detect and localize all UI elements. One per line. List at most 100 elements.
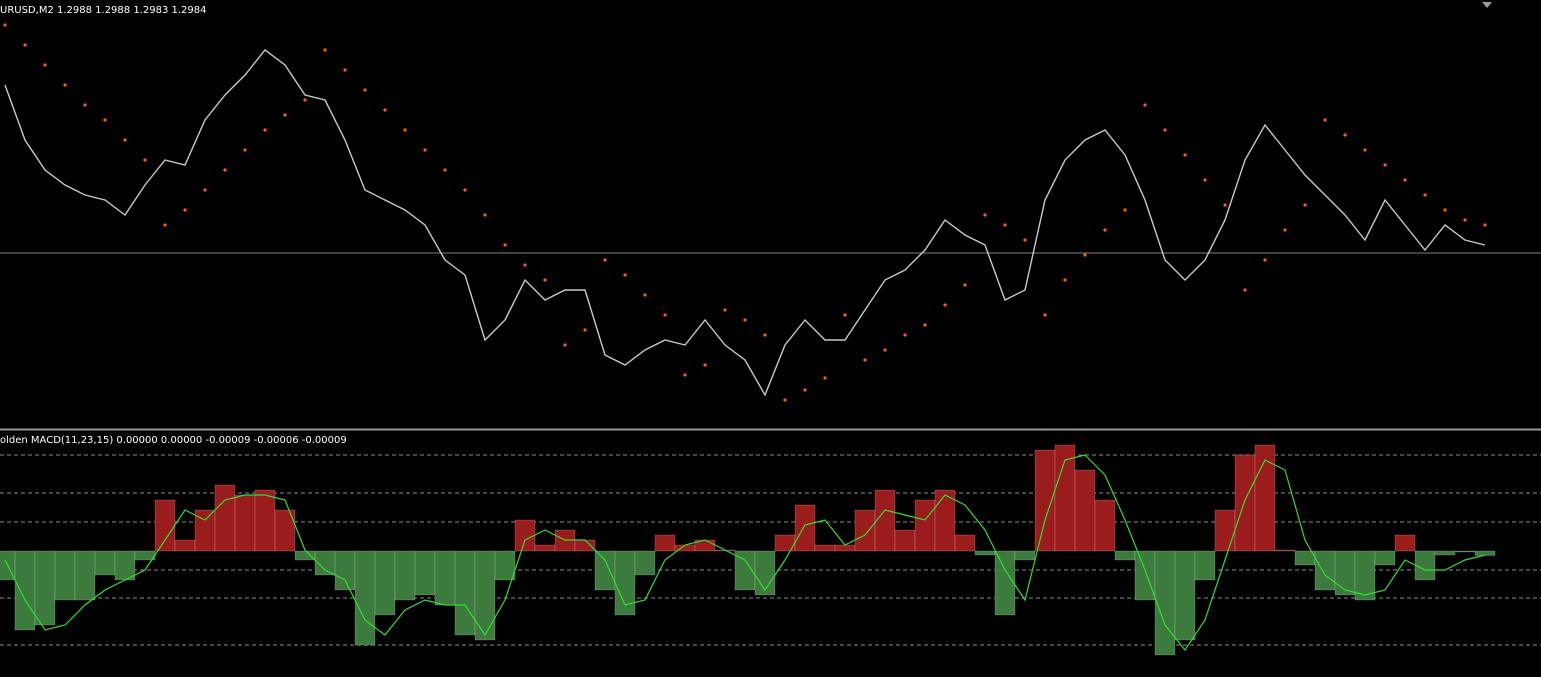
histogram-bar [274, 509, 296, 552]
sar-dot [703, 363, 707, 367]
sar-dot [683, 373, 687, 377]
histogram-bar [514, 519, 536, 552]
histogram-bar [1154, 550, 1176, 656]
histogram-bar [114, 550, 136, 581]
histogram-bar [594, 550, 616, 591]
histogram-bar [374, 550, 396, 616]
histogram-bar [934, 489, 956, 552]
sar-dot [1123, 208, 1127, 212]
histogram-bar [814, 544, 836, 552]
histogram-bar [354, 550, 376, 646]
sar-dot [1343, 133, 1347, 137]
sar-dot [803, 388, 807, 392]
sar-dot [1063, 278, 1067, 282]
histogram-bar [1114, 550, 1136, 561]
histogram-bar [854, 509, 876, 552]
sar-dot [583, 328, 587, 332]
sar-dot [143, 158, 147, 162]
sar-dot [443, 168, 447, 172]
sar-dot [1423, 193, 1427, 197]
histogram-bar [534, 544, 556, 552]
sar-dot [723, 308, 727, 312]
sar-dot [203, 188, 207, 192]
sar-dot [1483, 223, 1487, 227]
sar-dot [483, 213, 487, 217]
sar-dot [383, 108, 387, 112]
histogram-bar [1454, 550, 1476, 553]
sar-dot [663, 313, 667, 317]
histogram-bar [1134, 550, 1156, 601]
histogram-bar [254, 489, 276, 552]
histogram-bar [434, 550, 456, 606]
sar-dot [743, 318, 747, 322]
sar-dot [1263, 258, 1267, 262]
histogram-bar [974, 550, 996, 556]
histogram-bar [54, 550, 76, 601]
histogram-bar [454, 550, 476, 636]
sar-dot [1103, 228, 1107, 232]
histogram-bar [154, 499, 176, 552]
histogram-bar [834, 544, 856, 552]
sar-dot [223, 168, 227, 172]
sar-dot [1303, 203, 1307, 207]
histogram-bar [1014, 550, 1036, 561]
histogram-bar [1094, 499, 1116, 552]
sar-dot [123, 138, 127, 142]
sar-dot [1183, 153, 1187, 157]
histogram-bar [414, 550, 436, 596]
histogram-bar [1174, 550, 1196, 641]
histogram-bar [1394, 534, 1416, 552]
histogram-bar [1414, 550, 1436, 581]
sar-dot [1463, 218, 1467, 222]
sar-dot [963, 283, 967, 287]
histogram-bar [794, 504, 816, 552]
sar-dot [1403, 178, 1407, 182]
histogram-bar [1374, 550, 1396, 566]
histogram-bar [1434, 550, 1456, 556]
histogram-bar [334, 550, 356, 591]
sar-dot [843, 313, 847, 317]
sar-dot [603, 258, 607, 262]
sar-dot [103, 118, 107, 122]
sar-dot [83, 103, 87, 107]
histogram-bar [294, 550, 316, 561]
sar-dot [263, 128, 267, 132]
histogram-bar [654, 534, 676, 552]
sar-dot [163, 223, 167, 227]
sar-dot [1003, 223, 1007, 227]
sar-dot [503, 243, 507, 247]
sar-dot [63, 83, 67, 87]
histogram-bar [634, 550, 656, 576]
histogram-bar [1254, 444, 1276, 552]
sar-dot [923, 323, 927, 327]
sar-dot [1163, 128, 1167, 132]
sar-dot [363, 88, 367, 92]
histogram-bar [474, 550, 496, 641]
price-header: URUSD,M2 1.2988 1.2988 1.2983 1.2984 [0, 5, 206, 16]
sar-dot [903, 333, 907, 337]
price-line [4, 49, 1486, 397]
sar-dot [523, 263, 527, 267]
histogram-bar [1334, 550, 1356, 596]
sar-dot [643, 293, 647, 297]
sar-dot [303, 98, 307, 102]
sar-dot [323, 48, 327, 52]
sar-dot [1083, 253, 1087, 257]
sar-dot [23, 43, 27, 47]
sar-dot [1043, 313, 1047, 317]
histogram-bar [1234, 454, 1256, 552]
sar-dot [423, 148, 427, 152]
sar-dot [563, 343, 567, 347]
sar-dot [763, 333, 767, 337]
histogram-bar [914, 499, 936, 552]
sar-dot [463, 188, 467, 192]
histogram-bar [1314, 550, 1336, 591]
sar-dot [1203, 178, 1207, 182]
sar-dot [43, 63, 47, 67]
sar-dot [3, 23, 7, 27]
sar-dot [623, 273, 627, 277]
histogram-bar [1194, 550, 1216, 581]
sar-dot [283, 113, 287, 117]
